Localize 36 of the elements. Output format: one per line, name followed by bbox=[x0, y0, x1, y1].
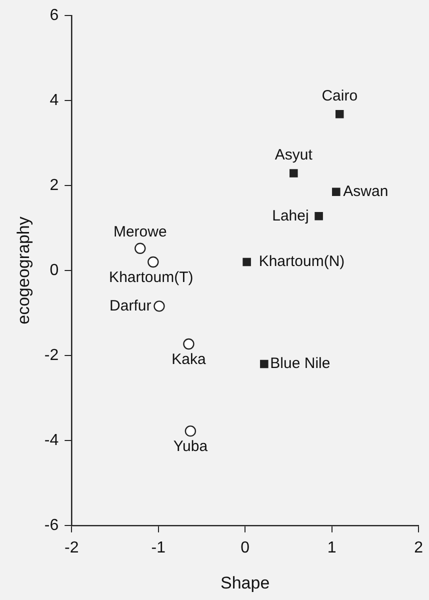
point bbox=[148, 256, 159, 268]
annotation: Cairo bbox=[322, 87, 358, 104]
point bbox=[183, 338, 194, 350]
point bbox=[332, 188, 340, 196]
y-tick-label: 2 bbox=[50, 176, 59, 194]
x-tick-label: -2 bbox=[64, 539, 79, 556]
y-tick-label: -6 bbox=[44, 516, 59, 534]
annotation: Asyut bbox=[274, 146, 314, 164]
y-tick-label: -4 bbox=[44, 432, 59, 449]
x-tick-label: 2 bbox=[414, 539, 424, 556]
annotation: Khartoum(T) bbox=[109, 269, 194, 286]
x-tick-label: -1 bbox=[151, 539, 166, 556]
x-axis-title: Shape bbox=[220, 573, 270, 592]
y-tick-label: 4 bbox=[50, 92, 59, 109]
point bbox=[242, 258, 251, 266]
point bbox=[314, 212, 323, 220]
point bbox=[134, 242, 146, 254]
point bbox=[290, 169, 298, 178]
annotation: Aswan bbox=[343, 183, 388, 200]
annotation: Khartoum(N) bbox=[258, 253, 345, 270]
x-tick-label: 0 bbox=[240, 539, 250, 556]
x-tick-label: 1 bbox=[327, 539, 336, 556]
annotation: Merowe bbox=[113, 224, 167, 241]
y-tick-label: -2 bbox=[44, 346, 59, 364]
annotation: Lahej bbox=[272, 207, 309, 224]
y-axis-title: ecogeography bbox=[14, 216, 33, 324]
annotation: Yuba bbox=[173, 438, 208, 456]
annotation: Darfur bbox=[110, 297, 152, 314]
y-tick-label: 0 bbox=[50, 262, 59, 279]
point bbox=[335, 110, 344, 118]
annotation: Kaka bbox=[172, 351, 206, 368]
y-tick-label: 6 bbox=[50, 7, 59, 24]
point bbox=[184, 425, 196, 437]
point bbox=[154, 300, 165, 312]
annotation: Blue Nile bbox=[270, 355, 330, 372]
point bbox=[260, 360, 268, 368]
